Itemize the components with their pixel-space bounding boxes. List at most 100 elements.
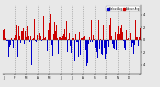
Bar [78, 40, 79, 57]
Bar [116, 40, 117, 47]
Bar [7, 40, 8, 41]
Bar [131, 40, 132, 47]
Bar [72, 38, 73, 40]
Bar [15, 35, 16, 40]
Bar [65, 37, 66, 40]
Bar [90, 40, 91, 42]
Bar [56, 25, 57, 40]
Bar [86, 40, 87, 66]
Bar [40, 36, 41, 40]
Bar [54, 22, 55, 40]
Bar [104, 40, 105, 42]
Bar [9, 40, 10, 47]
Bar [139, 19, 140, 40]
Bar [50, 14, 51, 40]
Bar [119, 34, 120, 40]
Bar [135, 20, 136, 40]
Bar [58, 40, 59, 54]
Bar [17, 40, 18, 57]
Bar [101, 40, 102, 44]
Legend: Below Avg, Above Avg: Below Avg, Above Avg [106, 6, 140, 11]
Bar [98, 20, 99, 40]
Bar [88, 40, 89, 44]
Bar [29, 40, 30, 42]
Bar [132, 40, 133, 43]
Bar [13, 40, 14, 48]
Bar [31, 40, 32, 65]
Bar [108, 40, 109, 47]
Bar [93, 35, 94, 40]
Bar [89, 37, 90, 40]
Bar [69, 33, 70, 40]
Bar [28, 36, 29, 40]
Bar [47, 40, 48, 51]
Bar [109, 25, 110, 40]
Bar [85, 40, 86, 50]
Bar [121, 25, 122, 40]
Bar [82, 38, 83, 40]
Bar [27, 40, 28, 48]
Bar [91, 20, 92, 40]
Bar [106, 40, 107, 54]
Bar [53, 34, 54, 40]
Bar [67, 40, 68, 52]
Bar [12, 40, 13, 41]
Bar [66, 21, 67, 40]
Bar [107, 40, 108, 41]
Bar [18, 26, 19, 40]
Bar [60, 40, 61, 49]
Bar [134, 40, 135, 45]
Bar [24, 40, 25, 44]
Bar [130, 33, 131, 40]
Bar [75, 34, 76, 40]
Bar [87, 40, 88, 63]
Bar [30, 35, 31, 40]
Bar [100, 39, 101, 40]
Bar [105, 40, 106, 59]
Bar [6, 40, 7, 41]
Bar [62, 36, 63, 40]
Bar [127, 32, 128, 40]
Bar [95, 40, 96, 58]
Bar [22, 31, 23, 40]
Bar [74, 40, 75, 61]
Bar [26, 37, 27, 40]
Bar [35, 40, 36, 41]
Bar [11, 38, 12, 40]
Bar [20, 40, 21, 43]
Bar [36, 40, 37, 42]
Bar [4, 19, 5, 40]
Bar [122, 32, 123, 40]
Bar [83, 34, 84, 40]
Bar [14, 38, 15, 40]
Bar [97, 40, 98, 58]
Bar [125, 40, 126, 50]
Bar [10, 40, 11, 45]
Bar [70, 40, 71, 46]
Bar [140, 28, 141, 40]
Bar [63, 34, 64, 40]
Bar [99, 40, 100, 50]
Bar [118, 26, 119, 40]
Bar [16, 40, 17, 48]
Bar [92, 40, 93, 42]
Bar [81, 38, 82, 40]
Bar [52, 40, 53, 56]
Bar [84, 36, 85, 40]
Bar [117, 34, 118, 40]
Bar [110, 18, 111, 40]
Bar [112, 40, 113, 44]
Bar [77, 40, 78, 42]
Bar [8, 40, 9, 57]
Bar [138, 40, 139, 46]
Bar [137, 37, 138, 40]
Bar [123, 40, 124, 41]
Bar [48, 29, 49, 40]
Bar [44, 38, 45, 40]
Bar [79, 32, 80, 40]
Bar [114, 40, 115, 49]
Bar [133, 40, 134, 54]
Bar [32, 39, 33, 40]
Bar [3, 30, 4, 40]
Bar [136, 37, 137, 40]
